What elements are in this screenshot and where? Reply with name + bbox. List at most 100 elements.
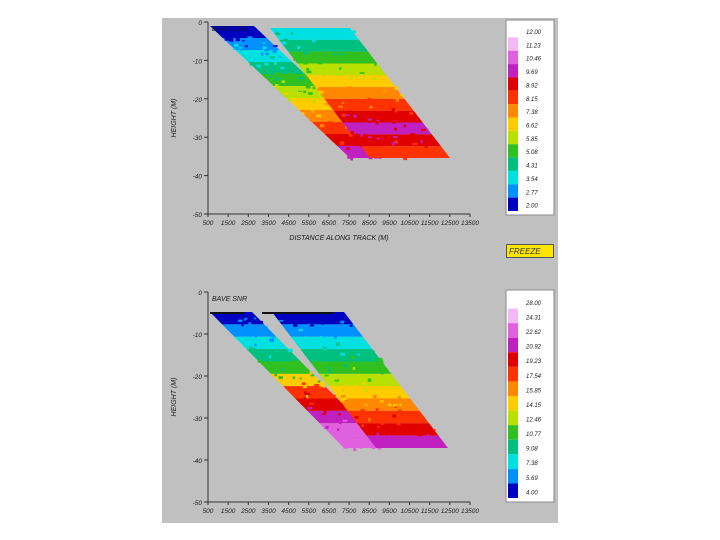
speckle [352, 142, 357, 147]
speckle [403, 124, 407, 128]
colorbar-label: 3.54 [526, 177, 538, 183]
speckle [300, 402, 305, 405]
speckle [379, 400, 384, 403]
speckle [301, 46, 304, 50]
x-tick-label: 2500 [240, 220, 256, 227]
speckle [280, 91, 285, 95]
speckle [324, 47, 328, 51]
speckle [329, 352, 334, 356]
speckle [301, 56, 307, 60]
speckle [306, 392, 311, 396]
speckle [346, 440, 349, 444]
speckle [288, 99, 292, 102]
colorbar-label: 6.62 [526, 124, 538, 130]
speckle [229, 38, 234, 42]
speckle [352, 139, 356, 142]
speckle [394, 86, 399, 90]
speckle [309, 402, 314, 405]
colorbar-swatch [508, 337, 518, 353]
speckle [335, 345, 339, 348]
speckle [323, 409, 327, 414]
speckle [347, 136, 351, 139]
swath-band [351, 134, 441, 147]
speckle [307, 103, 311, 107]
speckle [277, 73, 283, 75]
speckle [269, 355, 272, 359]
y-tick-label: -50 [193, 212, 203, 219]
speckle [299, 88, 302, 92]
colorbar-label: 5.08 [526, 150, 538, 156]
speckle [378, 72, 381, 76]
speckle [261, 331, 264, 335]
speckle [365, 149, 371, 151]
speckle [354, 384, 359, 389]
colorbar-swatch [508, 381, 518, 396]
speckle [316, 405, 322, 409]
speckle [393, 110, 398, 113]
speckle [274, 72, 279, 76]
speckle [246, 40, 249, 44]
colorbar-swatch [508, 308, 518, 324]
speckle [376, 120, 379, 124]
colorbar-swatch [508, 104, 518, 118]
speckle [306, 68, 310, 71]
speckle [375, 65, 378, 69]
speckle [355, 133, 359, 137]
figure: BAVE LOS 0 -10 -20 -30 -40 -50 HEIGHT (M) 500 150… [162, 18, 558, 523]
speckle [273, 45, 278, 47]
speckle [420, 139, 423, 144]
speckle [320, 381, 325, 385]
speckle [296, 374, 299, 378]
speckle [298, 329, 303, 332]
speckle [283, 38, 288, 41]
speckle [392, 142, 395, 146]
speckle [376, 137, 380, 140]
speckle [297, 46, 301, 50]
speckle [224, 36, 228, 39]
x-tick-label: 6500 [322, 220, 337, 227]
speckle [320, 417, 325, 420]
speckle [229, 33, 233, 37]
speckle [264, 62, 269, 66]
speckle [299, 377, 302, 380]
speckle [429, 429, 434, 432]
speckle [264, 49, 269, 52]
speckle [419, 147, 423, 150]
speckle [403, 146, 407, 149]
speckle [387, 120, 391, 122]
speckle [267, 344, 273, 347]
speckle [302, 95, 308, 99]
speckle [359, 337, 363, 340]
speckle [320, 73, 325, 77]
speckle [399, 94, 404, 98]
speckle [348, 65, 352, 68]
speckle [352, 332, 358, 334]
speckle [346, 89, 349, 92]
speckle [378, 131, 383, 135]
speckle [328, 420, 331, 424]
x-axis-label: DISTANCE ALONG TRACK (M) [289, 235, 388, 242]
panel-label: BAVE SNR [212, 296, 247, 303]
speckle [246, 340, 250, 344]
speckle [358, 59, 362, 63]
colorbar-label: 14.15 [526, 403, 542, 409]
speckle [336, 388, 340, 392]
speckle [243, 313, 246, 317]
speckle [316, 386, 322, 390]
speckle [351, 430, 354, 434]
speckle [386, 445, 391, 447]
speckle [237, 316, 242, 320]
speckle [366, 382, 371, 385]
speckle [308, 28, 313, 31]
y-tick-label: 0 [198, 290, 202, 297]
freeze-button[interactable]: FREEZE [506, 244, 554, 258]
colorbar-label: 10.46 [526, 57, 542, 63]
speckle [267, 76, 270, 78]
x-tick-label: 8500 [362, 220, 377, 227]
speckle [345, 150, 349, 153]
speckle [309, 350, 313, 353]
speckle [380, 416, 385, 419]
speckle [295, 77, 299, 82]
x-tick-label: 1500 [221, 220, 236, 227]
speckle [403, 156, 408, 161]
